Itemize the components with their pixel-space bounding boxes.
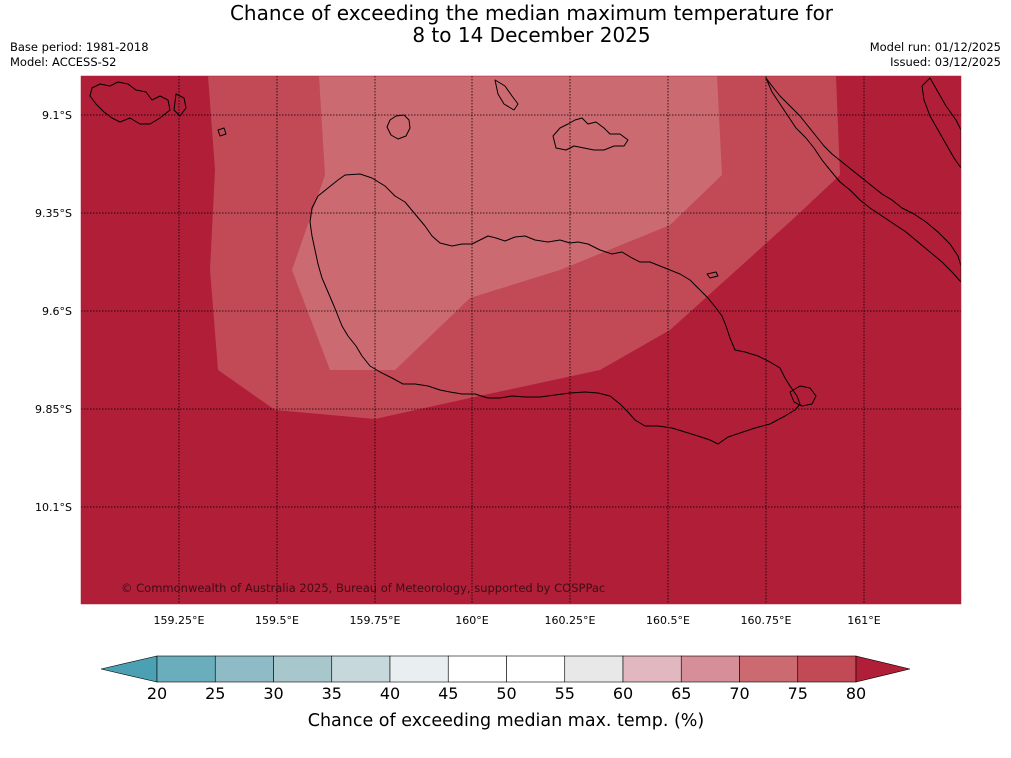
probability-band-70-75	[292, 76, 722, 370]
colorbar-tick-label: 20	[147, 684, 167, 703]
map-area	[81, 76, 961, 604]
colorbar-tick-label: 55	[555, 684, 575, 703]
colorbar-cell	[331, 655, 391, 683]
colorbar-tick-label: 35	[322, 684, 342, 703]
lat-label: 9.6°S	[42, 305, 72, 318]
lat-label: 10.1°S	[35, 501, 72, 514]
russell-islands-coastline	[89, 81, 171, 125]
colorbar-cell	[739, 655, 799, 683]
colorbar-cell	[564, 655, 624, 683]
issued-text: Issued: 03/12/2025	[890, 55, 1001, 69]
colorbar-extend-low	[100, 655, 158, 683]
colorbar-tick-label: 30	[263, 684, 283, 703]
model-run-text: Model run: 01/12/2025	[869, 40, 1001, 54]
colorbar-cell	[506, 655, 566, 683]
meta-right: Model run: 01/12/2025 Issued: 03/12/2025	[870, 40, 1001, 70]
colorbar-cell	[447, 655, 507, 683]
colorbar-extend-high	[855, 655, 911, 683]
lon-label: 160.25°E	[545, 614, 596, 627]
lon-label: 159.75°E	[350, 614, 401, 627]
meta-left: Base period: 1981-2018 Model: ACCESS-S2	[10, 40, 149, 70]
colorbar	[100, 655, 911, 683]
colorbar-label: Chance of exceeding median max. temp. (%…	[308, 711, 705, 731]
lon-label: 159.5°E	[255, 614, 299, 627]
model-text: Model: ACCESS-S2	[10, 55, 117, 69]
colorbar-tick-label: 50	[496, 684, 516, 703]
colorbar-tick-label: 25	[205, 684, 225, 703]
florida-islands-north-coastline	[494, 79, 519, 111]
chart-title-line2: 8 to 14 December 2025	[412, 23, 651, 47]
malaita-coastline	[765, 77, 961, 283]
copyright-notice: © Commonwealth of Australia 2025, Bureau…	[121, 581, 605, 595]
guadalcanal-coastline	[309, 173, 801, 445]
lon-label: 160.5°E	[646, 614, 690, 627]
small-islet-coastline	[706, 271, 719, 279]
colorbar-cell	[680, 655, 740, 683]
base-period-text: Base period: 1981-2018	[10, 40, 149, 54]
savo-island-coastline	[386, 114, 411, 140]
colorbar-cell	[273, 655, 333, 683]
russell-islands-east-coastline	[173, 93, 187, 117]
colorbar-tick-label: 75	[788, 684, 808, 703]
lon-label: 160°E	[455, 614, 488, 627]
map-frame	[80, 75, 962, 605]
colorbar-cell	[797, 655, 857, 683]
lat-label: 9.35°S	[35, 207, 72, 220]
latitude-tick-labels: 9.1°S 9.35°S 9.6°S 9.85°S 10.1°S	[35, 109, 72, 514]
coastlines	[89, 77, 961, 445]
gridlines	[81, 76, 961, 604]
chart-title-line1: Chance of exceeding the median maximum t…	[229, 1, 834, 25]
colorbar-tick-label: 60	[613, 684, 633, 703]
colorbar-tick-label: 80	[846, 684, 866, 703]
colorbar-cell	[389, 655, 449, 683]
colorbar-tick-label: 70	[729, 684, 749, 703]
lon-label: 161°E	[847, 614, 880, 627]
lon-label: 159.25°E	[154, 614, 205, 627]
lon-label: 160.75°E	[741, 614, 792, 627]
florida-islands-coastline	[552, 117, 629, 151]
russell-islands-islet-coastline	[217, 127, 227, 137]
lat-label: 9.1°S	[42, 109, 72, 122]
longitude-tick-labels: 159.25°E 159.5°E 159.75°E 160°E 160.25°E…	[154, 614, 881, 627]
lat-label: 9.85°S	[35, 403, 72, 416]
colorbar-tick-label: 45	[438, 684, 458, 703]
colorbar-tick-label: 40	[380, 684, 400, 703]
colorbar-cell	[622, 655, 682, 683]
colorbar-tick-labels: 20 25 30 35 40 45 50 55 60 65 70 75 80	[147, 684, 866, 703]
colorbar-tick-label: 65	[671, 684, 691, 703]
malaita-north-coastline	[921, 77, 961, 169]
colorbar-cell	[214, 655, 274, 683]
colorbar-cell	[156, 655, 216, 683]
marau-islets-coastline	[789, 385, 817, 407]
